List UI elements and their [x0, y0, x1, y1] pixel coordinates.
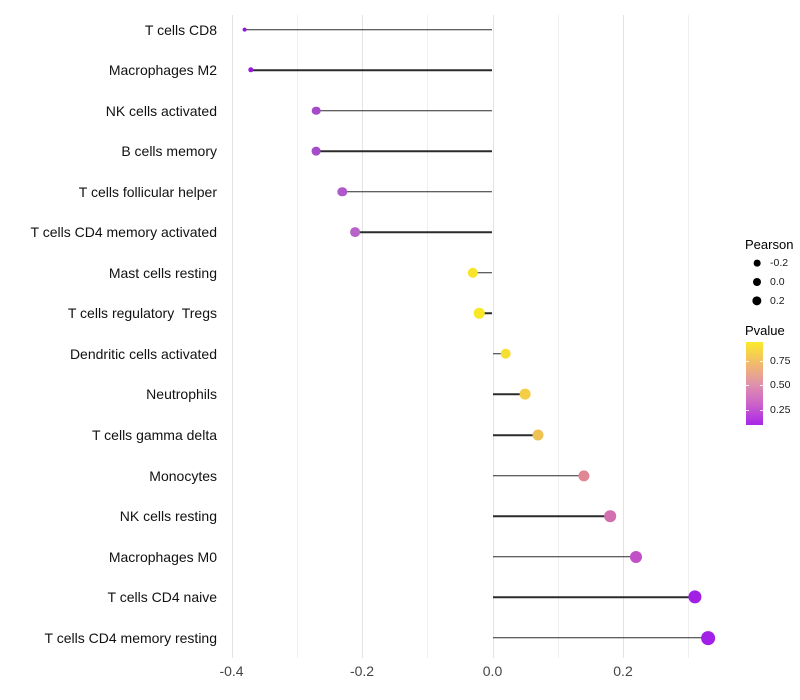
lollipop-stem [492, 353, 506, 355]
y-axis-label: T cells CD8 [144, 21, 217, 38]
lollipop-dot [519, 389, 531, 400]
lollipop-stem [492, 393, 526, 396]
lollipop-dot [242, 27, 247, 32]
y-axis-label: T cells CD4 memory activated [30, 224, 217, 241]
x-tick-label: -0.4 [219, 663, 244, 679]
colorbar-gradient [746, 342, 763, 425]
lollipop-dot [578, 469, 590, 482]
lollipop-stem [355, 231, 493, 233]
legend-size-dot [753, 259, 761, 267]
lollipop-stem [492, 515, 610, 517]
lollipop-stem [316, 109, 493, 112]
y-axis-label: T cells CD4 memory resting [44, 629, 217, 646]
y-axis-label: Neutrophils [146, 386, 217, 403]
y-axis-label: T cells CD4 naive [107, 589, 217, 606]
legend-color-title: Pvalue [745, 323, 785, 338]
lollipop-dot [474, 308, 485, 319]
lollipop-dot [700, 630, 715, 645]
colorbar-tick [760, 385, 763, 387]
y-axis-label: T cells regulatory Tregs [67, 305, 217, 322]
x-tick-label: -0.2 [349, 663, 375, 679]
y-axis-label: T cells gamma delta [91, 427, 217, 443]
legend-size-label: 0.2 [770, 295, 785, 307]
legend-size-label: 0.0 [770, 276, 785, 288]
lollipop-stem [244, 28, 493, 31]
gridline-minor [688, 15, 690, 658]
gridline-minor [557, 15, 559, 658]
lollipop-stem [251, 69, 493, 71]
lollipop-dot [630, 550, 643, 563]
y-axis-label: Mast cells resting [108, 264, 217, 281]
y-axis-label: NK cells activated [105, 102, 217, 119]
y-axis-label: T cells follicular helper [78, 183, 217, 200]
y-axis-label: NK cells resting [119, 508, 217, 525]
y-axis-label: Macrophages M2 [108, 62, 217, 79]
lollipop-dot [604, 510, 616, 522]
lollipop-dot [311, 146, 321, 156]
x-tick-label: 0.0 [482, 663, 503, 679]
lollipop-dot [467, 267, 479, 278]
lollipop-dot [500, 348, 511, 360]
lollipop-dot [350, 227, 361, 238]
colorbar-tick-label: 0.75 [770, 355, 791, 368]
lollipop-stem [316, 150, 493, 152]
lollipop-stem [342, 190, 493, 193]
lollipop-dot [532, 429, 544, 441]
y-axis-label: Macrophages M0 [108, 548, 217, 565]
lollipop-stem [492, 434, 539, 436]
gridline-major [623, 15, 624, 658]
legend-size-dot [752, 296, 762, 306]
colorbar-tick [760, 410, 763, 412]
lollipop-stem [472, 272, 493, 274]
colorbar-tick [746, 410, 749, 412]
y-axis-label: B cells memory [121, 143, 217, 160]
y-axis-label: Dendritic cells activated [69, 345, 217, 362]
colorbar-tick [746, 385, 749, 387]
lollipop-stem [492, 637, 708, 639]
lollipop-stem [479, 312, 493, 315]
y-axis-label: Monocytes [149, 467, 217, 484]
colorbar-tick [760, 361, 763, 363]
lollipop-dot [688, 590, 702, 604]
gridline-minor [296, 15, 298, 658]
gridline-minor [427, 15, 429, 658]
legend-size-title: Pearson [745, 237, 794, 252]
lollipop-dot [248, 67, 254, 73]
lollipop-stem [492, 596, 695, 598]
gridline-major [492, 15, 494, 658]
colorbar-tick-label: 0.50 [770, 379, 791, 392]
gridline-major [362, 15, 363, 658]
lollipop-stem [492, 474, 584, 477]
lollipop-dot [312, 106, 321, 115]
colorbar-tick-label: 0.25 [770, 404, 791, 417]
legend-size-label: -0.2 [770, 257, 789, 269]
legend-size-dot [753, 278, 761, 286]
colorbar-tick [746, 361, 749, 363]
gridline-major [231, 15, 233, 658]
lollipop-stem [492, 555, 637, 558]
x-tick-label: 0.2 [613, 663, 633, 679]
lollipop-dot [337, 186, 348, 197]
